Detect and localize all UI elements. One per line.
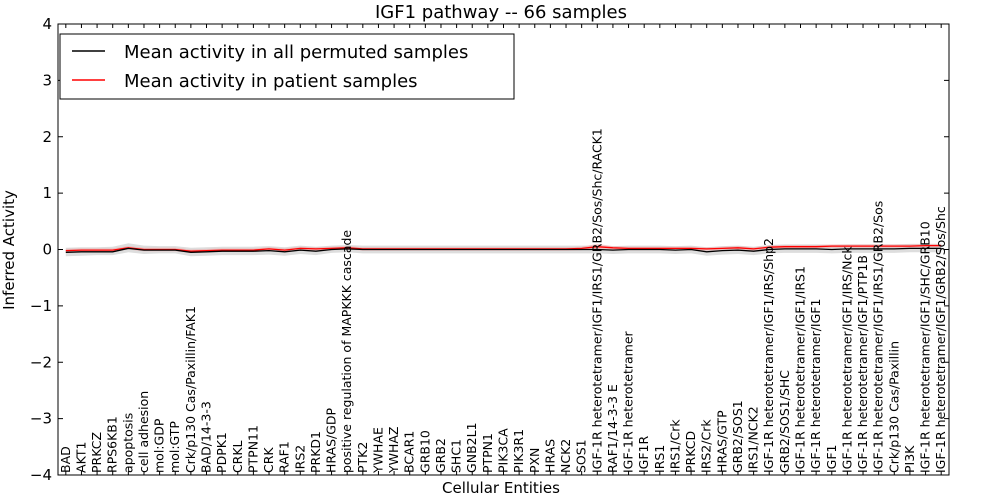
ytick-label: −1 [30, 297, 52, 315]
category-label: CRK [261, 447, 276, 473]
category-label: mol:GDP [152, 418, 167, 473]
category-label: IRS2/Crk [699, 419, 714, 473]
category-label: PIK3CA [496, 428, 511, 473]
y-axis: −4 −3 −2 −1 0 1 2 3 4 [30, 15, 949, 484]
category-label: IGF-1R heterotetramer/IGF1/IRS1 [793, 266, 808, 473]
category-label: PTK2 [355, 442, 370, 473]
category-label: BCAR1 [402, 431, 417, 473]
category-label: IGF-1R heterotetramer/IGF1/IRS1/GRB2/Sos [871, 201, 886, 473]
category-label: GRB2 [433, 438, 448, 473]
category-label: RAF1/14-3-3 E [605, 384, 620, 473]
ytick-label: 2 [42, 128, 52, 146]
category-label: YWHAZ [386, 427, 401, 475]
ytick-label: 3 [42, 71, 52, 89]
category-label: PRKD1 [308, 431, 323, 473]
category-label: PRKCZ [89, 432, 104, 473]
category-label: BAD/14-3-3 [199, 401, 214, 473]
category-label: IGF-1R heterotetramer/IGF1 [808, 299, 823, 473]
chart-title: IGF1 pathway -- 66 samples [375, 2, 627, 23]
x-axis: BAD AKT1 PRKCZ RPS6KB1 apoptosis cell adhesio… [58, 24, 948, 475]
category-label: SOS1 [574, 439, 589, 473]
category-label: IRS1/Crk [667, 419, 682, 473]
category-label: IGF-1R heterotetramer/IGF1/IRS/Nck [839, 246, 854, 473]
category-label: AKT1 [73, 442, 88, 473]
category-label: IGF-1R heterotetramer/IGF1/PTP1B [855, 255, 870, 473]
category-label: cell adhesion [136, 391, 151, 473]
ytick-label: 1 [42, 184, 52, 202]
category-label: HRAS [542, 439, 557, 473]
category-label: RPS6KB1 [105, 416, 120, 473]
legend-label-permuted: Mean activity in all permuted samples [124, 42, 468, 63]
category-label: IGF-1R heterotetramer/IGF1/SHC/GRB10 [918, 221, 933, 473]
legend-box [59, 33, 515, 100]
category-label: apoptosis [120, 413, 135, 473]
category-label: IGF-1R heterotetramer/IGF1/IRS1/GRB2/Sos… [589, 128, 604, 473]
category-label: Crk/p130 Cas/Paxillin/FAK1 [183, 306, 198, 473]
category-label: RAF1 [277, 441, 292, 473]
category-label: SHC1 [449, 439, 464, 473]
category-label: CRKL [230, 440, 245, 473]
category-label: GRB10 [417, 430, 432, 473]
category-label: GRB2/SOS1/SHC [777, 370, 792, 473]
category-label: IRS1 [652, 445, 667, 473]
ytick-label: 4 [42, 15, 52, 33]
category-label: PRKCD [683, 431, 698, 473]
ytick-label: 0 [42, 241, 52, 259]
legend: Mean activity in all permuted samples Me… [59, 33, 515, 100]
category-label: IRS2 [292, 445, 307, 473]
category-label: mol:GTP [167, 421, 182, 473]
category-label: Crk/p130 Cas/Paxillin [886, 341, 901, 473]
category-label: PXN [527, 448, 542, 473]
category-label: IGF-1R heterotetramer [621, 330, 636, 473]
category-label: PIK3R1 [511, 429, 526, 473]
category-label: positive regulation of MAPKKK cascade [339, 230, 354, 473]
line-series-0 [65, 247, 942, 253]
ytick-label: −4 [30, 466, 52, 484]
category-label: PTPN1 [480, 433, 495, 473]
category-label: GNB2L1 [464, 422, 479, 472]
category-label: PTPN11 [245, 425, 260, 473]
category-label: BAD [58, 446, 73, 473]
category-label: YWHAE [370, 427, 385, 474]
category-label: NCK2 [558, 439, 573, 473]
category-label: HRAS/GTP [714, 410, 729, 473]
legend-label-patient: Mean activity in patient samples [124, 71, 418, 92]
y-axis-label: Inferred Activity [0, 190, 18, 310]
series-lines [65, 244, 942, 253]
x-axis-label: Cellular Entities [442, 479, 560, 497]
category-label: PI3K [902, 445, 917, 473]
category-label: IGF-1R heterotetramer/IGF1/IRS/Shp2 [761, 238, 776, 473]
category-label: IRS1/NCK2 [746, 406, 761, 473]
category-label: IGF-1R heterotetramer/IGF1/GRB2/Sos/Shc [933, 206, 948, 473]
category-label: IGF1 [824, 445, 839, 474]
category-label: HRAS/GDP [324, 407, 339, 473]
category-label: IGF1R [636, 436, 651, 474]
category-label: PDPK1 [214, 432, 229, 473]
ytick-label: −2 [30, 353, 52, 371]
ytick-label: −3 [30, 410, 52, 428]
category-label: GRB2/SOS1 [730, 400, 745, 473]
